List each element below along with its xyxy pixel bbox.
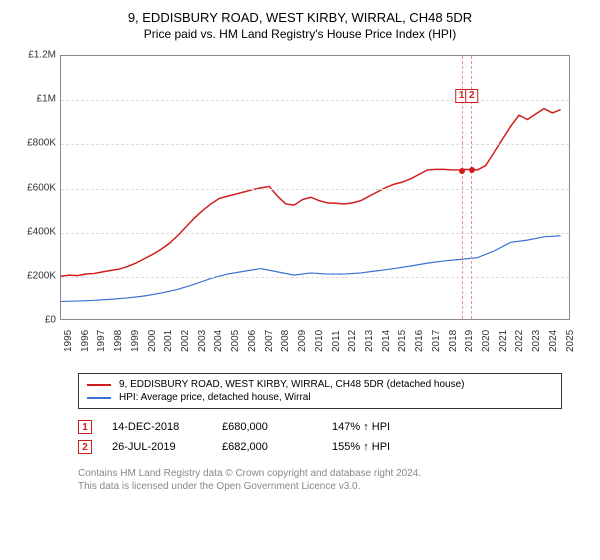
legend-label: HPI: Average price, detached house, Wirr…	[119, 392, 311, 403]
y-axis-label: £200K	[20, 270, 56, 281]
data-point	[459, 168, 465, 174]
gridline	[61, 144, 569, 145]
x-axis-label: 2012	[347, 330, 362, 352]
x-axis-label: 2024	[548, 330, 563, 352]
x-axis-label: 2015	[397, 330, 412, 352]
marker-badge: 1	[78, 420, 92, 434]
legend-row: HPI: Average price, detached house, Wirr…	[87, 391, 553, 404]
x-axis-label: 1996	[80, 330, 95, 352]
transactions-table: 1 14-DEC-2018 £680,000 147% ↑ HPI 2 26-J…	[78, 417, 562, 457]
chart-subtitle: Price paid vs. HM Land Registry's House …	[20, 27, 580, 41]
y-axis-label: £600K	[20, 182, 56, 193]
x-axis-label: 1995	[63, 330, 78, 352]
marker-flag: 2	[465, 89, 479, 103]
transaction-pct: 155% ↑ HPI	[332, 441, 422, 453]
x-axis-label: 2020	[481, 330, 496, 352]
y-axis-label: £0	[20, 315, 56, 326]
series-property	[61, 109, 561, 277]
x-axis-label: 2021	[498, 330, 513, 352]
gridline	[61, 100, 569, 101]
x-axis-label: 2000	[147, 330, 162, 352]
transaction-date: 26-JUL-2019	[112, 441, 202, 453]
legend-row: 9, EDDISBURY ROAD, WEST KIRBY, WIRRAL, C…	[87, 378, 553, 391]
chart-area: 12 £0£200K£400K£600K£800K£1M£1.2M1995199…	[20, 47, 580, 367]
footer-attribution: Contains HM Land Registry data © Crown c…	[78, 467, 562, 493]
x-axis-label: 1998	[113, 330, 128, 352]
gridline	[61, 277, 569, 278]
x-axis-label: 2011	[331, 330, 346, 352]
x-axis-label: 2017	[431, 330, 446, 352]
marker-badge: 2	[78, 440, 92, 454]
x-axis-label: 2019	[464, 330, 479, 352]
plot-region: 12	[60, 55, 570, 320]
legend-swatch	[87, 384, 111, 386]
x-axis-label: 2014	[381, 330, 396, 352]
x-axis-label: 1999	[130, 330, 145, 352]
x-axis-label: 2023	[531, 330, 546, 352]
title-block: 9, EDDISBURY ROAD, WEST KIRBY, WIRRAL, C…	[20, 10, 580, 41]
y-axis-label: £400K	[20, 226, 56, 237]
table-row: 2 26-JUL-2019 £682,000 155% ↑ HPI	[78, 437, 562, 457]
x-axis-label: 2008	[280, 330, 295, 352]
data-point	[469, 167, 475, 173]
y-axis-label: £800K	[20, 138, 56, 149]
chart-title: 9, EDDISBURY ROAD, WEST KIRBY, WIRRAL, C…	[20, 10, 580, 25]
x-axis-label: 2022	[514, 330, 529, 352]
chart-container: 9, EDDISBURY ROAD, WEST KIRBY, WIRRAL, C…	[0, 0, 600, 503]
legend-box: 9, EDDISBURY ROAD, WEST KIRBY, WIRRAL, C…	[78, 373, 562, 409]
x-axis-label: 1997	[96, 330, 111, 352]
line-layer	[61, 56, 569, 319]
footer-line: Contains HM Land Registry data © Crown c…	[78, 467, 562, 480]
x-axis-label: 2003	[197, 330, 212, 352]
x-axis-label: 2018	[448, 330, 463, 352]
x-axis-label: 2016	[414, 330, 429, 352]
x-axis-label: 2006	[247, 330, 262, 352]
legend-label: 9, EDDISBURY ROAD, WEST KIRBY, WIRRAL, C…	[119, 379, 465, 390]
y-axis-label: £1.2M	[20, 50, 56, 61]
gridline	[61, 189, 569, 190]
gridline	[61, 233, 569, 234]
transaction-date: 14-DEC-2018	[112, 421, 202, 433]
transaction-price: £682,000	[222, 441, 312, 453]
x-axis-label: 2013	[364, 330, 379, 352]
x-axis-label: 2001	[163, 330, 178, 352]
x-axis-label: 2025	[565, 330, 580, 352]
transaction-price: £680,000	[222, 421, 312, 433]
x-axis-label: 2009	[297, 330, 312, 352]
legend-swatch	[87, 397, 111, 399]
transaction-pct: 147% ↑ HPI	[332, 421, 422, 433]
footer-line: This data is licensed under the Open Gov…	[78, 480, 562, 493]
x-axis-label: 2002	[180, 330, 195, 352]
series-hpi	[61, 236, 561, 302]
x-axis-label: 2007	[264, 330, 279, 352]
x-axis-label: 2010	[314, 330, 329, 352]
x-axis-label: 2005	[230, 330, 245, 352]
y-axis-label: £1M	[20, 94, 56, 105]
table-row: 1 14-DEC-2018 £680,000 147% ↑ HPI	[78, 417, 562, 437]
x-axis-label: 2004	[213, 330, 228, 352]
